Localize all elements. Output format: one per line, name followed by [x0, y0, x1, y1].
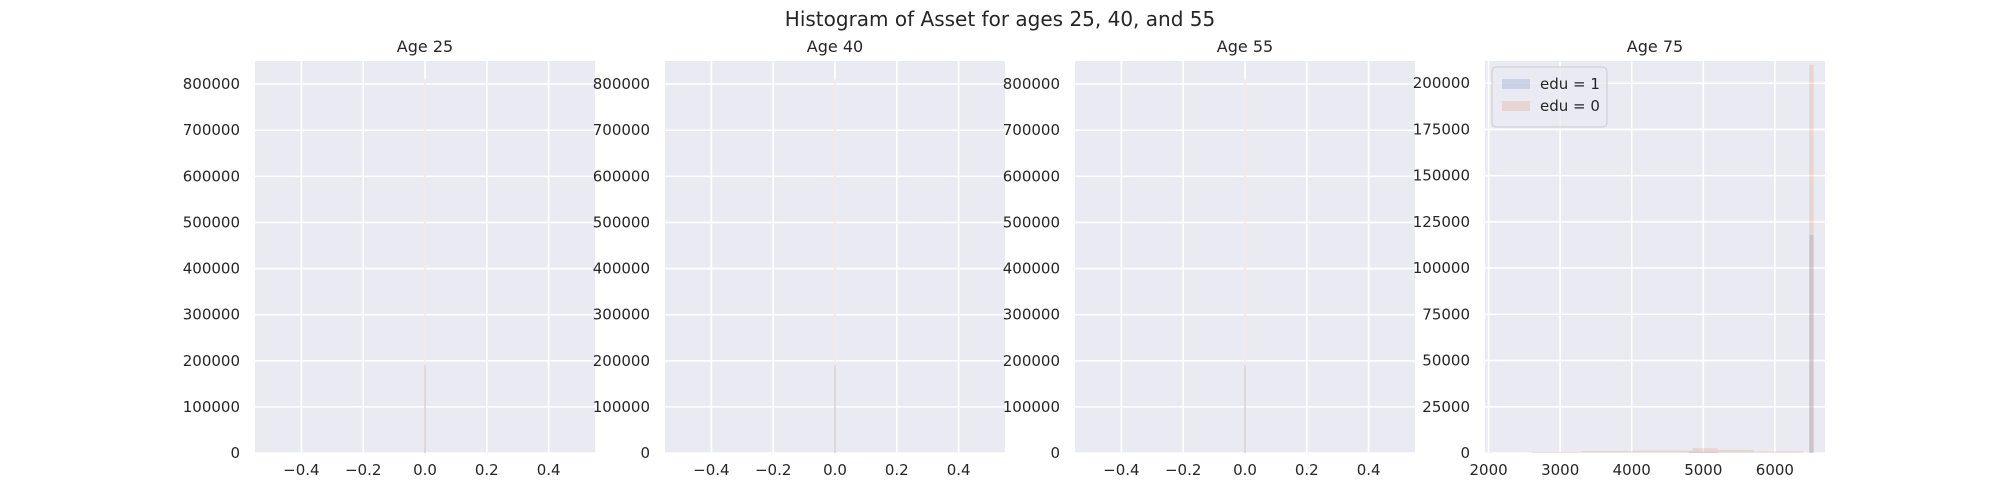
- x-tick-label: −0.4: [283, 461, 319, 479]
- x-tick-label: 0.4: [947, 461, 971, 479]
- y-tick-label: 300000: [593, 306, 650, 324]
- x-tick-label: 0.4: [1357, 461, 1381, 479]
- subplot-2: Age 40 −0.4 −0.2 0.0 0.2 0.4 0 100000 200000 3000…: [593, 37, 1005, 479]
- x-tick-label: 4000: [1613, 461, 1651, 479]
- y-tick-label: 175000: [1413, 120, 1470, 138]
- x-tick-label: −0.4: [693, 461, 729, 479]
- y-tick-label: 75000: [1422, 305, 1470, 323]
- x-tick-label: 5000: [1684, 461, 1722, 479]
- x-tick-label: 0.4: [537, 461, 561, 479]
- histogram-bar-edu-0: [1717, 449, 1754, 453]
- x-tick-label: 6000: [1756, 461, 1794, 479]
- y-tick-label: 0: [640, 444, 650, 462]
- histogram-bar-edu-1: [424, 365, 426, 453]
- y-tick-label: 700000: [593, 121, 650, 139]
- histogram-bar-edu-0: [1244, 79, 1246, 454]
- y-tick-label: 500000: [1003, 213, 1060, 231]
- y-tick-label: 400000: [183, 260, 240, 278]
- subplot-title: Age 40: [807, 37, 863, 56]
- y-tick-label: 100000: [593, 398, 650, 416]
- histogram-bar-edu-0: [424, 79, 426, 454]
- y-tick-label: 400000: [593, 260, 650, 278]
- subplot-title: Age 75: [1627, 37, 1683, 56]
- legend-label: edu = 0: [1540, 97, 1600, 115]
- legend-label: edu = 1: [1540, 75, 1600, 93]
- x-tick-label: 0.2: [885, 461, 909, 479]
- x-tick-label: −0.4: [1103, 461, 1139, 479]
- y-tick-label: 200000: [593, 352, 650, 370]
- subplot-title: Age 55: [1217, 37, 1273, 56]
- y-tick-label: 700000: [1003, 121, 1060, 139]
- y-tick-label: 700000: [183, 121, 240, 139]
- subplots: Age 25−0.4 −0.2 0.0 0.2 0.401000002000003000…: [183, 37, 1825, 479]
- x-tick-label: 0.0: [413, 461, 437, 479]
- y-tick-label: 500000: [593, 213, 650, 231]
- histogram-bar-edu-0: [1531, 451, 1582, 453]
- y-tick-label: 800000: [1003, 75, 1060, 93]
- y-tick-label: 600000: [593, 167, 650, 185]
- x-tick-label: 0.0: [1233, 461, 1257, 479]
- y-tick-label: 100000: [1003, 398, 1060, 416]
- subplot-title: Age 25: [397, 37, 453, 56]
- histogram-bar-edu-0: [1581, 450, 1632, 453]
- y-tick-label: 0: [1460, 444, 1470, 462]
- y-tick-label: 300000: [1003, 306, 1060, 324]
- x-tick-label: 0.2: [475, 461, 499, 479]
- y-tick-label: 100000: [1413, 259, 1470, 277]
- subplot-1: Age 25 −0.4 −0.2 0.0 0.2 0.4 0 100000 200000 3000…: [183, 37, 595, 479]
- subplot-4: Age 75 2000 3000 4000 5000 6000 0 25000 50000 750…: [1413, 37, 1825, 479]
- y-tick-label: 25000: [1422, 398, 1470, 416]
- y-tick-label: 300000: [183, 306, 240, 324]
- histogram-bar-edu-0: [1809, 64, 1814, 453]
- y-tick-label: 50000: [1422, 352, 1470, 370]
- x-tick-label: 3000: [1541, 461, 1579, 479]
- x-tick-label: 0.2: [1295, 461, 1319, 479]
- legend-box: [1491, 66, 1608, 128]
- legend-swatch: [1502, 101, 1530, 111]
- y-tick-label: 800000: [593, 75, 650, 93]
- x-tick-label: −0.2: [1165, 461, 1201, 479]
- histogram-bar-edu-1: [1809, 234, 1814, 453]
- y-tick-label: 800000: [183, 75, 240, 93]
- y-tick-label: 0: [230, 444, 240, 462]
- legend: edu = 1 edu = 0: [1491, 66, 1608, 128]
- legend-swatch: [1502, 79, 1530, 89]
- x-tick-label: −0.2: [345, 461, 381, 479]
- y-tick-label: 200000: [183, 352, 240, 370]
- histogram-bar-edu-0: [1692, 448, 1718, 453]
- histogram-bar-edu-0: [834, 79, 836, 454]
- y-tick-label: 125000: [1413, 213, 1470, 231]
- y-tick-label: 100000: [183, 398, 240, 416]
- y-tick-label: 200000: [1003, 352, 1060, 370]
- y-tick-label: 200000: [1413, 74, 1470, 92]
- x-tick-label: −0.2: [755, 461, 791, 479]
- x-tick-label: 2000: [1469, 461, 1507, 479]
- y-tick-label: 500000: [183, 213, 240, 231]
- histogram-bar-edu-0: [1631, 450, 1693, 453]
- y-tick-label: 150000: [1413, 167, 1470, 185]
- x-tick-label: 0.0: [823, 461, 847, 479]
- y-tick-label: 600000: [1003, 167, 1060, 185]
- histogram-bar-edu-1: [834, 365, 836, 453]
- figure-title: Histogram of Asset for ages 25, 40, and …: [785, 7, 1215, 31]
- histogram-bar-edu-1: [1689, 451, 1718, 453]
- y-tick-label: 600000: [183, 167, 240, 185]
- histogram-bar-edu-1: [1244, 365, 1246, 453]
- y-tick-label: 0: [1050, 444, 1060, 462]
- histogram-bar-edu-0: [1753, 451, 1804, 453]
- y-tick-label: 400000: [1003, 260, 1060, 278]
- subplot-3: Age 55 −0.4 −0.2 0.0 0.2 0.4 0 100000 200000 3000…: [1003, 37, 1415, 479]
